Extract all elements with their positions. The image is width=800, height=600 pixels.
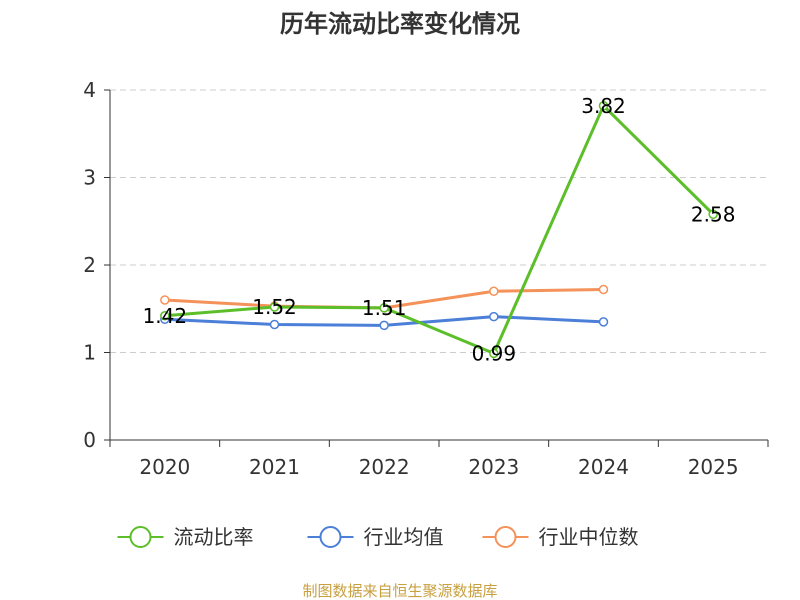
- y-tick-label: 3: [83, 166, 96, 190]
- data-point: [379, 320, 389, 331]
- data-label: 1.52: [252, 295, 297, 319]
- axes: 0 1 2 3 4 2020 2021 2022 2023 2024 2025: [83, 78, 769, 479]
- x-tick-label: 2020: [139, 455, 190, 479]
- data-point: [489, 348, 499, 359]
- series-line: [164, 104, 715, 355]
- data-point: [708, 209, 718, 219]
- chart-title: 历年流动比率变化情况: [280, 10, 520, 38]
- data-point: [598, 284, 609, 295]
- data-label: 1.42: [143, 304, 188, 328]
- x-tick-label: 2024: [578, 455, 629, 479]
- y-tick-label: 4: [83, 78, 96, 102]
- data-label: 2.58: [691, 202, 736, 226]
- x-tick-label: 2021: [249, 455, 300, 479]
- y-tick-label: 1: [83, 341, 96, 365]
- y-tick-label: 0: [83, 428, 96, 452]
- x-tick-label: 2022: [359, 455, 410, 479]
- x-tick-label: 2025: [688, 455, 739, 479]
- data-point: [269, 319, 280, 330]
- y-tick-label: 2: [83, 253, 96, 277]
- data-point: [379, 303, 389, 313]
- data-point: [489, 286, 499, 296]
- data-point: [160, 295, 170, 305]
- legend-swatch-marker: [319, 526, 342, 548]
- data-point: [489, 311, 499, 322]
- data-label: 0.99: [472, 341, 517, 365]
- data-point: [598, 317, 609, 327]
- series-layer: [160, 101, 718, 359]
- data-point: [269, 302, 280, 312]
- data-label: 3.82: [581, 94, 626, 118]
- legend-label: 行业均值: [364, 525, 444, 549]
- legend: 流动比率 行业均值 行业中位数: [117, 525, 639, 549]
- legend-swatch-marker: [129, 526, 152, 548]
- legend-label: 行业中位数: [539, 525, 639, 549]
- data-labels: 1.42 1.52 1.51 0.99 3.82 2.58: [143, 94, 736, 366]
- data-point: [160, 311, 170, 321]
- x-tick-label: 2023: [468, 455, 519, 479]
- data-point: [598, 101, 609, 111]
- source-note: 制图数据来自恒生聚源数据库: [302, 582, 497, 600]
- legend-swatch-marker: [494, 526, 517, 548]
- data-label: 1.51: [362, 296, 407, 320]
- legend-label: 流动比率: [174, 525, 254, 549]
